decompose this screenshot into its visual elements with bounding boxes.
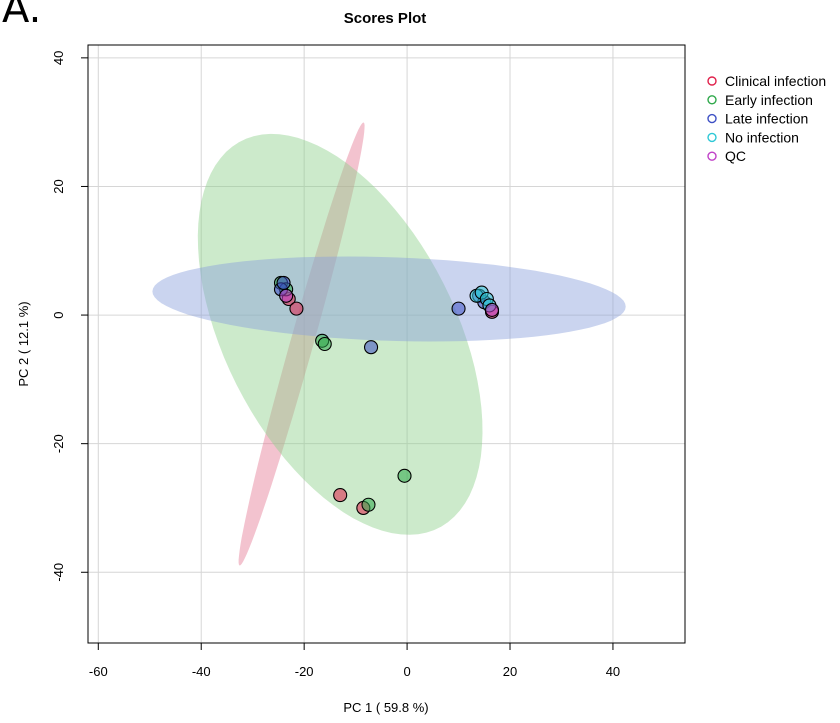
point-early-infection [317,336,332,352]
ellipse-clinical-infection [238,122,365,566]
legend-marker [707,113,717,124]
legend-label: Late infection [725,111,808,127]
point-qc [279,288,294,303]
legend-label: Clinical infection [725,73,826,89]
point-qc [484,302,500,317]
x-axis: -60 -40 -20 0 20 40 [89,643,620,679]
x-tick-label: 40 [606,664,620,679]
legend-marker [707,151,717,161]
point-clinical-infection [289,301,304,316]
ellipse-early-infection [197,133,483,535]
y-axis: -40 -20 0 20 40 [51,51,88,582]
y-tick-label: 0 [51,311,66,318]
y-tick-label: -40 [51,563,66,582]
x-axis-label: PC 1 ( 59.8 %) [343,700,428,715]
point-late-infection [276,275,291,290]
chart-title: Scores Plot [344,10,427,27]
x-tick-label: -20 [295,664,314,679]
legend-marker [707,95,717,105]
data-points [273,275,500,516]
y-tick-label: 20 [51,179,66,193]
x-tick-label: -40 [192,664,211,679]
x-tick-label: 0 [403,664,410,679]
y-tick-label: 40 [51,51,66,65]
x-tick-label: -60 [89,664,108,679]
point-early-infection [397,468,412,483]
legend-marker [707,76,717,86]
legend-marker [707,132,717,143]
legend-label: No infection [725,129,799,145]
legend-label: Early infection [725,92,813,108]
y-tick-label: -20 [51,434,66,453]
point-clinical-infection [333,488,348,503]
legend: Clinical infection Early infection Late in… [707,73,826,164]
legend-label: QC [725,148,746,164]
ellipse-late-infection [152,256,626,342]
confidence-ellipses [152,122,626,566]
point-late-infection [364,340,379,355]
plot-frame [87,44,686,644]
grid [88,45,685,643]
point-late-infection [451,301,466,316]
y-axis-label: PC 2 ( 12.1 %) [16,301,31,386]
panel-label: A. [2,0,42,32]
point-early-infection [361,497,376,512]
x-tick-label: 20 [503,664,517,679]
